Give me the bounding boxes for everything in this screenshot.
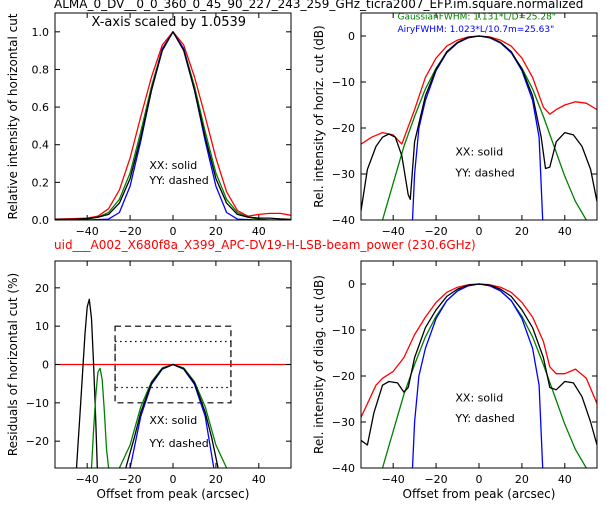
x-tick-label: −40 (382, 473, 405, 486)
y-tick-label: −40 (332, 462, 355, 475)
x-tick-label: 40 (252, 473, 266, 486)
y-axis-label: Residuals of horizontal cut (%) (6, 273, 20, 456)
annotation-text: XX: solid (149, 159, 197, 172)
series-line-2 (90, 367, 110, 468)
y-tick-label: 0.8 (32, 63, 50, 76)
x-tick-label: 20 (515, 225, 529, 238)
y-axis-label: Rel. intensity of horiz. cut (dB) (312, 25, 326, 207)
x-tick-label: 20 (515, 473, 529, 486)
figure-subtitle: uid___A002_X680f8a_X399_APC-DV19-H-LSB-b… (54, 238, 476, 252)
y-tick-label: 0 (42, 359, 49, 372)
y-tick-label: −20 (332, 370, 355, 383)
x-tick-label: 40 (252, 225, 266, 238)
annotation-text: XX: solid (455, 146, 503, 159)
axes-frame (360, 260, 598, 469)
x-tick-label: −20 (424, 473, 447, 486)
annotation-text: GaussianFWHM: 1.131*L/D=25.28" (397, 12, 555, 22)
y-axis-label: Rel. intensity of diag. cut (dB) (312, 275, 326, 454)
y-tick-label: 10 (35, 320, 49, 333)
y-tick-label: −40 (332, 214, 355, 227)
plot-area (361, 35, 597, 220)
annotation-text: AiryFWHM: 1.023*L/10.7m=25.63" (397, 25, 554, 35)
y-tick-label: −10 (332, 324, 355, 337)
plot-area (55, 31, 291, 220)
y-tick-label: 1.0 (32, 26, 50, 39)
x-tick-label: 40 (558, 225, 572, 238)
x-tick-label: −40 (76, 473, 99, 486)
figure-title: ALMA_0_DV__0_0_360_0_45_90_227_243_259_G… (54, 0, 584, 11)
annotation-text: X-axis scaled by 1.0539 (91, 15, 246, 30)
annotation-text: YY: dashed (454, 166, 514, 179)
x-tick-label: −40 (382, 225, 405, 238)
x-tick-label: −20 (118, 225, 141, 238)
series-line-3 (361, 283, 597, 446)
y-tick-label: −30 (332, 416, 355, 429)
y-tick-label: 0.4 (32, 139, 50, 152)
x-tick-label: 0 (476, 225, 483, 238)
chart-panel-bottom-right: −40 −20 0 20 40 −40 −30 −20 −10 0 Rel. intensity o… (312, 260, 598, 501)
x-tick-label: 0 (170, 473, 177, 486)
plot-area (361, 283, 597, 468)
series-line-2 (55, 31, 291, 220)
axes-frame (360, 12, 598, 221)
x-axis-label: Offset from peak (arcsec) (97, 487, 250, 501)
chart-panel-bottom-left: −40 −20 0 20 40 −20 −10 0 10 20 Residuals of horiz… (6, 260, 292, 501)
y-tick-label: 0 (348, 278, 355, 291)
plot-area (55, 298, 291, 468)
annotation-text: XX: solid (149, 414, 197, 427)
x-tick-label: 40 (558, 473, 572, 486)
series-line-3 (361, 35, 597, 211)
y-tick-label: 0.6 (32, 101, 50, 114)
y-tick-label: 0 (348, 30, 355, 43)
annotation-text: YY: dashed (148, 174, 208, 187)
y-tick-label: 20 (35, 282, 49, 295)
series-line-1 (381, 35, 587, 220)
x-tick-label: −20 (118, 473, 141, 486)
series-line-5 (125, 363, 219, 468)
x-tick-label: 0 (476, 473, 483, 486)
axes-frame (54, 12, 292, 221)
y-tick-label: −30 (332, 168, 355, 181)
x-tick-label: −40 (76, 225, 99, 238)
series-line-2 (411, 35, 544, 220)
chart-panel-top-right: −40 −20 0 20 40 −40 −30 −20 −10 0 Rel. intensity o… (312, 12, 598, 238)
series-line-1 (381, 283, 587, 468)
chart-panel-top-left: −40 −20 0 20 40 0.0 0.2 0.4 0.6 0.8 1.0 Relative in… (6, 12, 292, 238)
x-axis-label: Offset from peak (arcsec) (403, 487, 556, 501)
y-tick-label: 0.2 (32, 176, 50, 189)
x-tick-label: 20 (209, 473, 223, 486)
annotation-text: XX: solid (455, 391, 503, 404)
y-tick-label: 0.0 (32, 214, 50, 227)
annotation-text: YY: dashed (148, 437, 208, 450)
series-line-1 (75, 298, 98, 468)
y-axis-label: Relative intensity of horizontal cut (6, 13, 20, 219)
y-tick-label: −10 (332, 76, 355, 89)
annotation-text: YY: dashed (454, 412, 514, 425)
y-tick-label: −20 (26, 435, 49, 448)
series-line-0 (361, 35, 597, 145)
y-tick-label: −10 (26, 397, 49, 410)
x-tick-label: 0 (170, 225, 177, 238)
x-tick-label: −20 (424, 225, 447, 238)
series-line-0 (55, 31, 291, 220)
series-line-1 (55, 31, 291, 220)
x-tick-label: 20 (209, 225, 223, 238)
y-tick-label: −20 (332, 122, 355, 135)
series-line-3 (55, 31, 291, 220)
